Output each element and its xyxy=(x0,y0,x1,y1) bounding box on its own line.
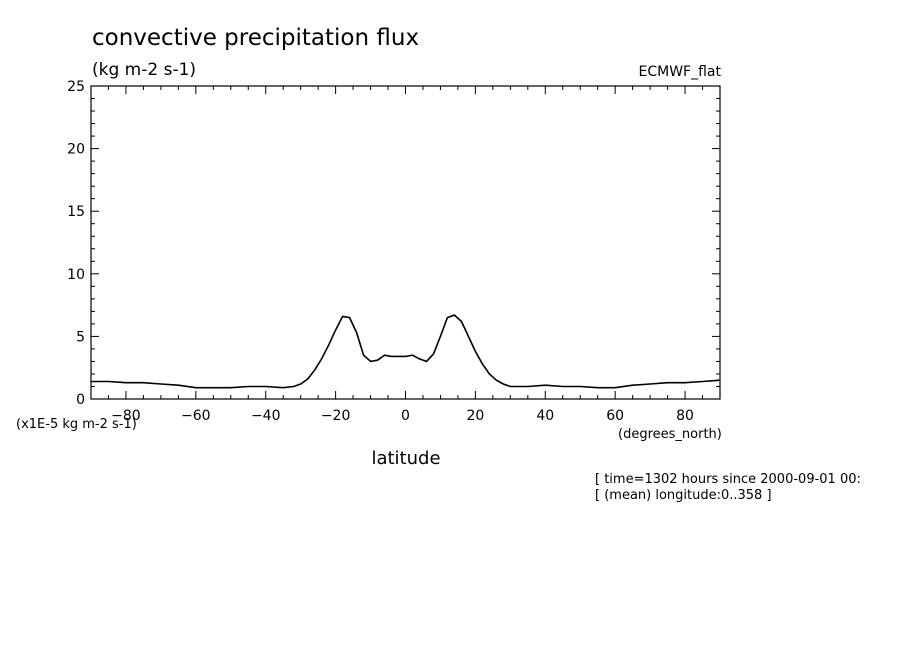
footer-longitude: [ (mean) longitude:0..358 ] xyxy=(595,488,772,503)
x-tick-label: −20 xyxy=(321,408,351,424)
y-tick-label: 5 xyxy=(76,329,85,345)
x-tick-label: 0 xyxy=(401,408,410,424)
x-axis: −80 −60 −40 −20 0 20 40 60 80 xyxy=(90,86,721,424)
y-tick-label: 15 xyxy=(67,204,85,220)
y-tick-label: 25 xyxy=(67,79,85,95)
x-tick-label: 40 xyxy=(536,408,554,424)
x-tick-label: 80 xyxy=(676,408,694,424)
y-scale-note: (x1E-5 kg m-2 s-1) xyxy=(16,417,137,432)
x-tick-label: 20 xyxy=(466,408,484,424)
chart-title: convective precipitation flux xyxy=(92,25,419,51)
series-line xyxy=(91,314,721,389)
x-units-label: (degrees_north) xyxy=(618,427,722,442)
x-tick-label: −60 xyxy=(181,408,211,424)
x-axis-title: latitude xyxy=(371,448,440,469)
y-tick-label: 0 xyxy=(76,392,85,408)
plot-frame xyxy=(90,85,721,400)
dataset-label: ECMWF_flat xyxy=(639,64,722,80)
footer-time: [ time=1302 hours since 2000-09-01 00: xyxy=(595,472,861,487)
y-tick-label: 20 xyxy=(67,142,85,158)
x-tick-label: 60 xyxy=(606,408,624,424)
chart-subtitle: (kg m-2 s-1) xyxy=(92,60,196,80)
x-tick-label: −40 xyxy=(251,408,281,424)
y-axis: 0 5 10 15 20 25 xyxy=(67,79,720,408)
x-tick-label: −80 xyxy=(111,408,141,424)
y-tick-label: 10 xyxy=(67,267,85,283)
